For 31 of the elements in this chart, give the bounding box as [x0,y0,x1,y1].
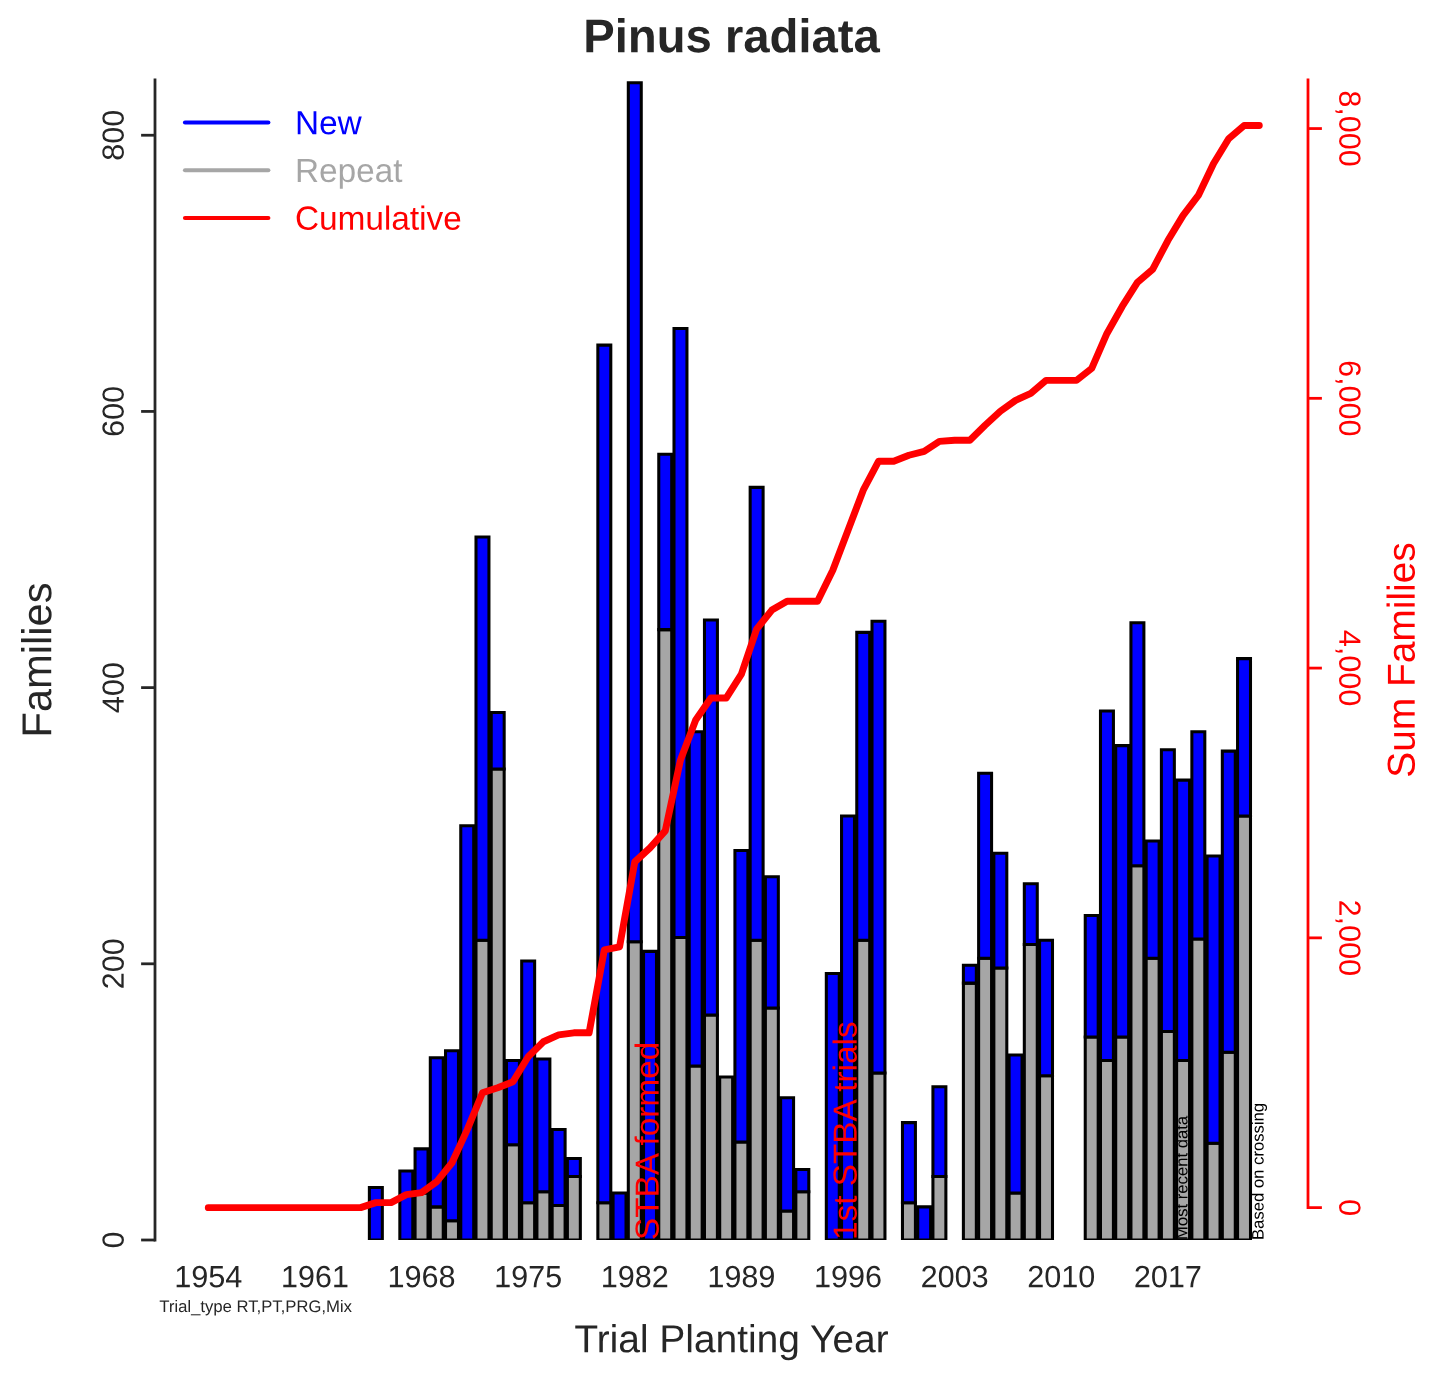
x-tick-label: 2010 [1028,1265,1095,1288]
y2-tick-label: 2,000 [1335,901,1361,975]
annotation: 1st STBA trials [832,1022,857,1238]
y-tick-label: 0 [102,1232,124,1248]
x-tick-label: 1968 [389,1265,455,1288]
y-tick-label: 600 [102,387,124,436]
annotation: STBA formed [634,1043,659,1239]
y2-tick-label: 0 [1339,1200,1361,1215]
legend-label: Cumulative [296,205,461,230]
x-tick-label: 1989 [709,1265,774,1288]
legend-label: New [297,111,362,135]
y2-tick-label: 4,000 [1335,630,1361,706]
x-tick-label: 1982 [603,1265,668,1288]
x-axis-title: Trial Planting Year [575,1324,888,1361]
y2-tick-label: 6,000 [1335,361,1361,436]
x-tick-label: 1954 [176,1265,242,1288]
x-tick-label: 2003 [922,1265,988,1288]
text: Trial_type RT,PT,PRG,Mix [159,1299,352,1316]
x-tick-label: 2017 [1135,1265,1201,1288]
y-tick-label: 800 [102,110,124,160]
y-tick-label: 200 [102,939,124,988]
y-axis-title: Families [21,583,52,735]
y2-axis-title: Sum Families [1386,543,1416,776]
x-tick-label: 1961 [283,1265,348,1288]
annotation: Based on crossing [1251,1103,1268,1239]
chart-title: Pinus radiata [586,18,881,53]
x-tick-label: 1975 [496,1265,561,1288]
y2-tick-label: 8,000 [1335,91,1361,166]
legend-label: Repeat [297,158,403,189]
y-tick-label: 400 [102,663,124,713]
x-tick-label: 1996 [816,1265,881,1288]
